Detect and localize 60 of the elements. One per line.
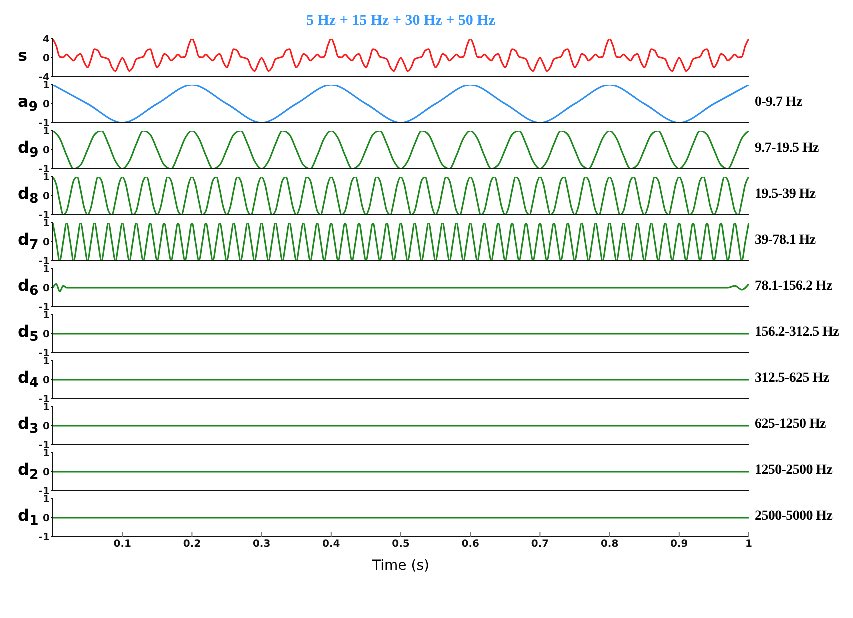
text: 9.7-19.5 Hz <box>755 141 819 157</box>
text: 78.1-156.2 Hz <box>755 279 832 295</box>
text: 1250-2500 Hz <box>755 463 833 479</box>
y-tick-label: 0 <box>43 330 50 341</box>
y-axis-title: d$_{9}$ <box>18 138 39 164</box>
text: 2500-5000 Hz <box>755 509 833 525</box>
y-tick-label: 0 <box>43 192 50 203</box>
line-series <box>53 39 749 72</box>
y-axis-title: d$_{1}$ <box>18 506 39 532</box>
x-tick-label: 0.4 <box>322 539 340 550</box>
y-tick-label: 1 <box>43 172 50 184</box>
x-tick-label: 0.5 <box>392 539 410 550</box>
y-axis-title: d$_{6}$ <box>18 276 39 302</box>
x-tick-label: 0.3 <box>252 539 271 550</box>
line-series <box>53 177 749 215</box>
y-axis-title: d$_{2}$ <box>18 460 39 486</box>
y-axis-title: s <box>18 46 28 66</box>
y-tick-label: 0 <box>43 422 50 433</box>
line-series <box>53 283 749 293</box>
y-tick-label: 1 <box>43 264 50 276</box>
x-tick-label: 0.8 <box>600 539 619 550</box>
text: 39-78.1 Hz <box>755 233 816 249</box>
y-tick-label: 1 <box>43 310 50 322</box>
y-axis-title: d$_{3}$ <box>18 414 39 440</box>
y-axis-title: d$_{8}$ <box>18 184 39 210</box>
y-tick-label: 0 <box>43 146 50 157</box>
y-tick-label: 1 <box>43 126 50 138</box>
x-tick-label: 0.9 <box>670 539 688 550</box>
y-tick-label: 0 <box>43 376 50 387</box>
y-tick-label: 0 <box>43 238 50 249</box>
x-tick-label: 1 <box>746 539 753 550</box>
y-tick-label: 0 <box>43 54 50 65</box>
x-tick-label: 0.6 <box>462 539 480 550</box>
y-tick-label: 1 <box>43 402 50 414</box>
x-tick-label: 0.1 <box>114 539 132 550</box>
y-axis-title: d$_{4}$ <box>18 368 39 394</box>
chart-title: 5 Hz + 15 Hz + 30 Hz + 50 Hz <box>306 12 496 31</box>
text: 312.5-625 Hz <box>755 371 830 387</box>
line-series <box>53 131 749 169</box>
text: 625-1250 Hz <box>755 417 826 433</box>
y-tick-label: 0 <box>43 284 50 295</box>
text: 0-9.7 Hz <box>755 95 802 111</box>
x-axis-title: Time (s) <box>372 557 430 575</box>
y-axis-title: d$_{5}$ <box>18 322 39 348</box>
y-tick-label: 0 <box>43 100 50 111</box>
y-tick-label: 1 <box>43 494 50 506</box>
y-tick-label: 0 <box>43 514 50 525</box>
y-axis-title: d$_{7}$ <box>18 230 39 256</box>
y-tick-label: 1 <box>43 356 50 368</box>
y-tick-label: 1 <box>43 80 50 92</box>
y-tick-label: 1 <box>43 448 50 460</box>
text: 19.5-39 Hz <box>755 187 816 203</box>
y-axis-title: a$_{9}$ <box>18 92 38 118</box>
x-tick-label: 0.7 <box>531 539 550 550</box>
y-tick-label: 4 <box>43 34 50 46</box>
text: 156.2-312.5 Hz <box>755 325 840 341</box>
y-tick-label: 0 <box>43 468 50 479</box>
y-tick-label: -1 <box>38 532 50 544</box>
y-tick-label: 1 <box>43 218 50 230</box>
x-tick-label: 0.2 <box>183 539 202 550</box>
